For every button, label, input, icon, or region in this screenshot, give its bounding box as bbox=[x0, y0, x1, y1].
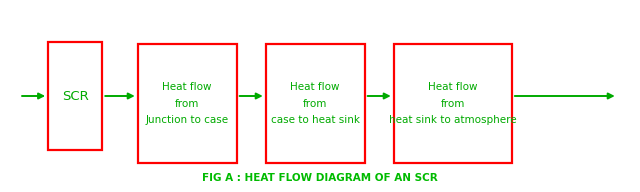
Text: Heat flow
from
heat sink to atmosphere: Heat flow from heat sink to atmosphere bbox=[389, 82, 516, 125]
Text: FIG A : HEAT FLOW DIAGRAM OF AN SCR: FIG A : HEAT FLOW DIAGRAM OF AN SCR bbox=[202, 173, 438, 183]
Text: Heat flow
from
case to heat sink: Heat flow from case to heat sink bbox=[271, 82, 360, 125]
Bar bbox=[394, 44, 512, 163]
Bar bbox=[48, 42, 102, 150]
Bar bbox=[138, 44, 237, 163]
Bar bbox=[266, 44, 365, 163]
Text: SCR: SCR bbox=[62, 89, 88, 103]
Text: Heat flow
from
Junction to case: Heat flow from Junction to case bbox=[146, 82, 228, 125]
